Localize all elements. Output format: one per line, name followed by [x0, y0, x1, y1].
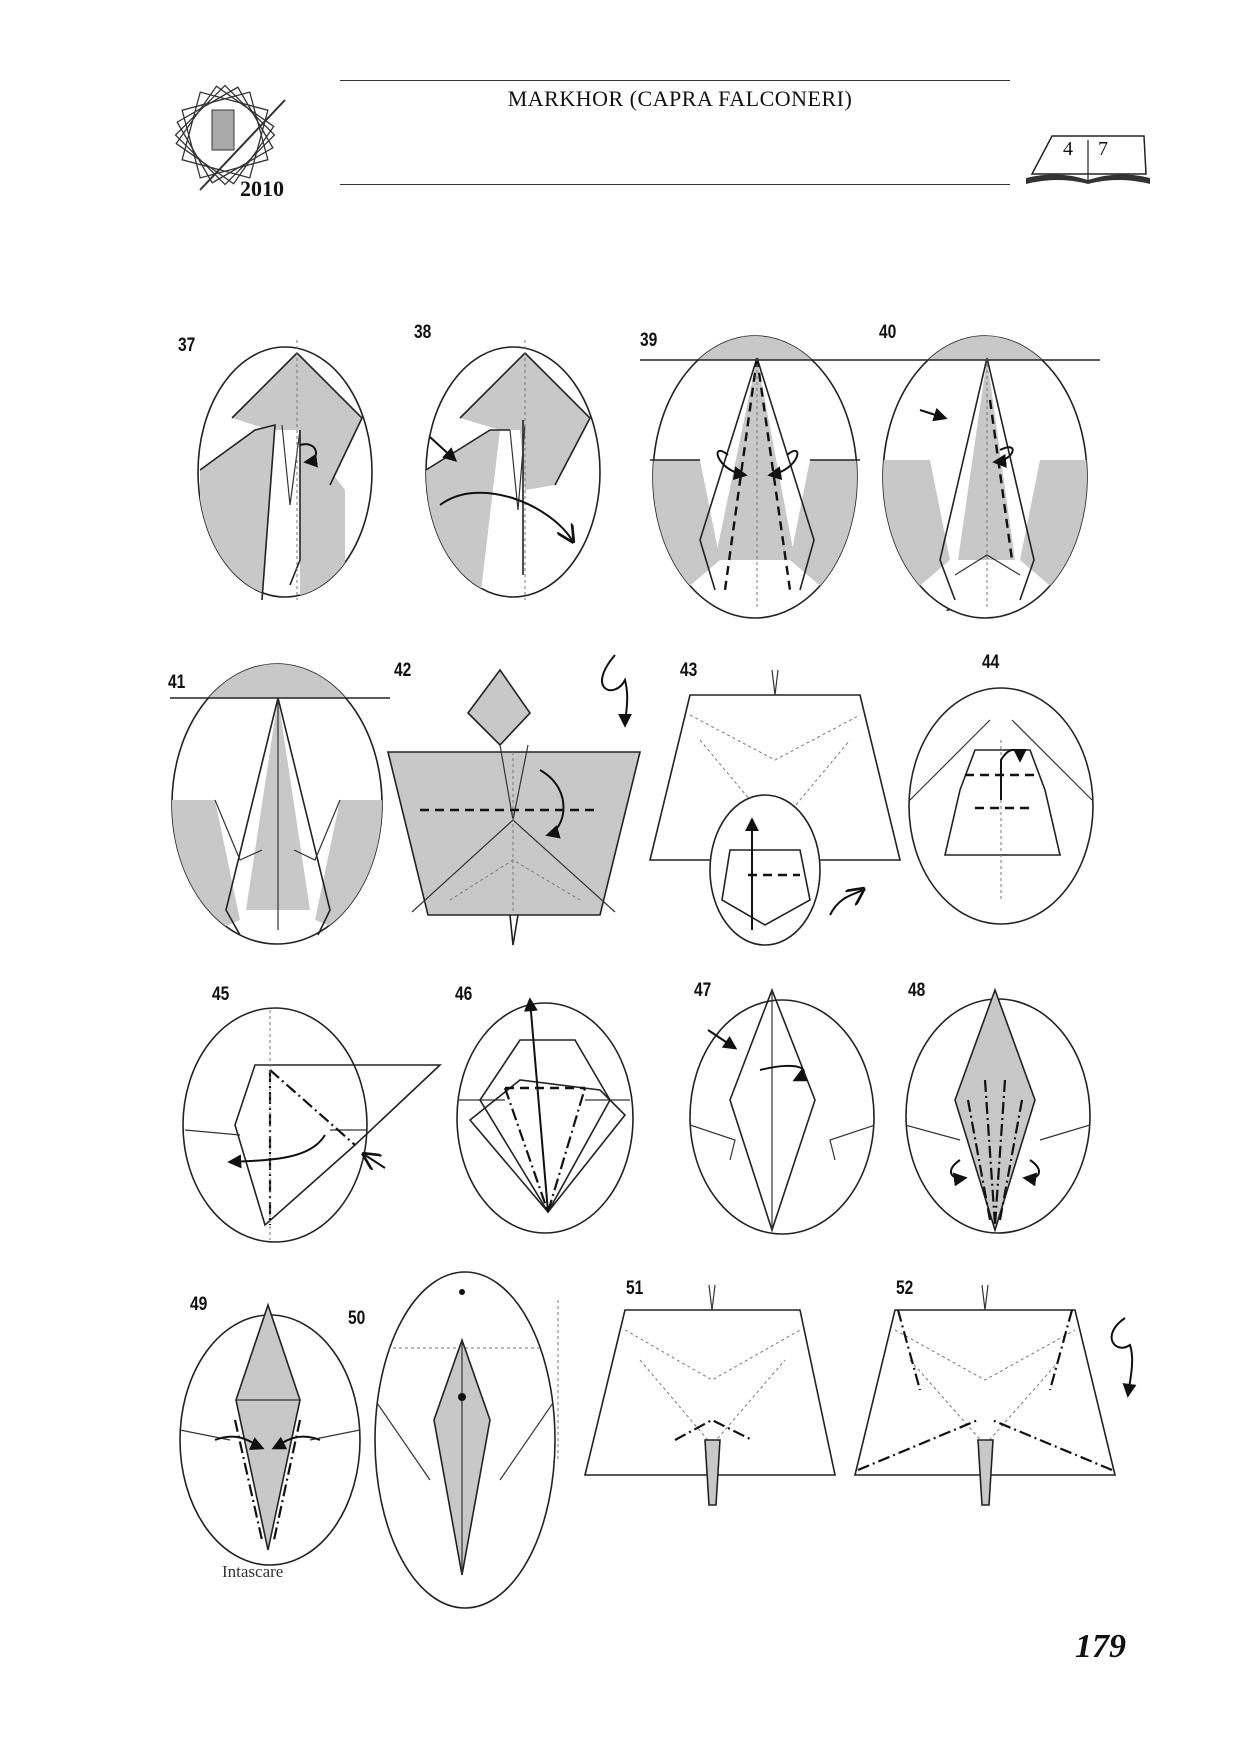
step-number-52: 52 [896, 1278, 914, 1299]
diagram-step-42 [386, 654, 642, 946]
caption-step-49: Intascare [222, 1562, 284, 1581]
diagram-step-52 [853, 1284, 1137, 1506]
step-number-46: 46 [455, 984, 473, 1005]
step-number-43: 43 [680, 660, 698, 681]
diagram-step-48 [905, 987, 1091, 1234]
step-number-49: 49 [190, 1294, 208, 1315]
diagram-step-45 [182, 1007, 443, 1243]
diagram-step-44 [908, 687, 1094, 925]
step-number-42: 42 [394, 660, 412, 681]
header-bottom-rule [340, 184, 1010, 185]
step-number-47: 47 [694, 980, 712, 1001]
badge-digit-right: 7 [1098, 138, 1108, 160]
diagram-step-41 [170, 663, 390, 945]
step-number-45: 45 [212, 984, 230, 1005]
page-title: MARKHOR (CAPRA FALCONERI) [507, 86, 853, 111]
logo-emblem [174, 84, 286, 191]
page-number: 179 [1075, 1628, 1126, 1665]
diagram-step-51 [583, 1284, 836, 1506]
step-number-41: 41 [168, 672, 186, 693]
diagram-step-37 [197, 340, 373, 601]
step-number-51: 51 [626, 1278, 644, 1299]
badge-digit-left: 4 [1063, 138, 1073, 160]
diagram-step-40 [870, 335, 1100, 619]
diagram-step-49 [179, 1302, 361, 1566]
step-number-40: 40 [879, 322, 897, 343]
diagram-step-47 [689, 987, 875, 1235]
step-number-39: 39 [640, 330, 658, 351]
diagram-step-50 [374, 1271, 556, 1609]
step-number-50: 50 [348, 1308, 366, 1329]
diagram-step-43 [648, 669, 902, 946]
header-top-rule [340, 80, 1010, 81]
diagram-step-46 [456, 997, 634, 1234]
step-number-48: 48 [908, 980, 926, 1001]
diagram-step-38 [425, 340, 601, 600]
step-number-38: 38 [414, 322, 432, 343]
step-number-37: 37 [178, 335, 196, 356]
step-number-44: 44 [982, 652, 1000, 673]
diagram-step-39 [640, 335, 870, 619]
logo-year: 2010 [240, 176, 284, 201]
book-icon [1026, 135, 1150, 184]
